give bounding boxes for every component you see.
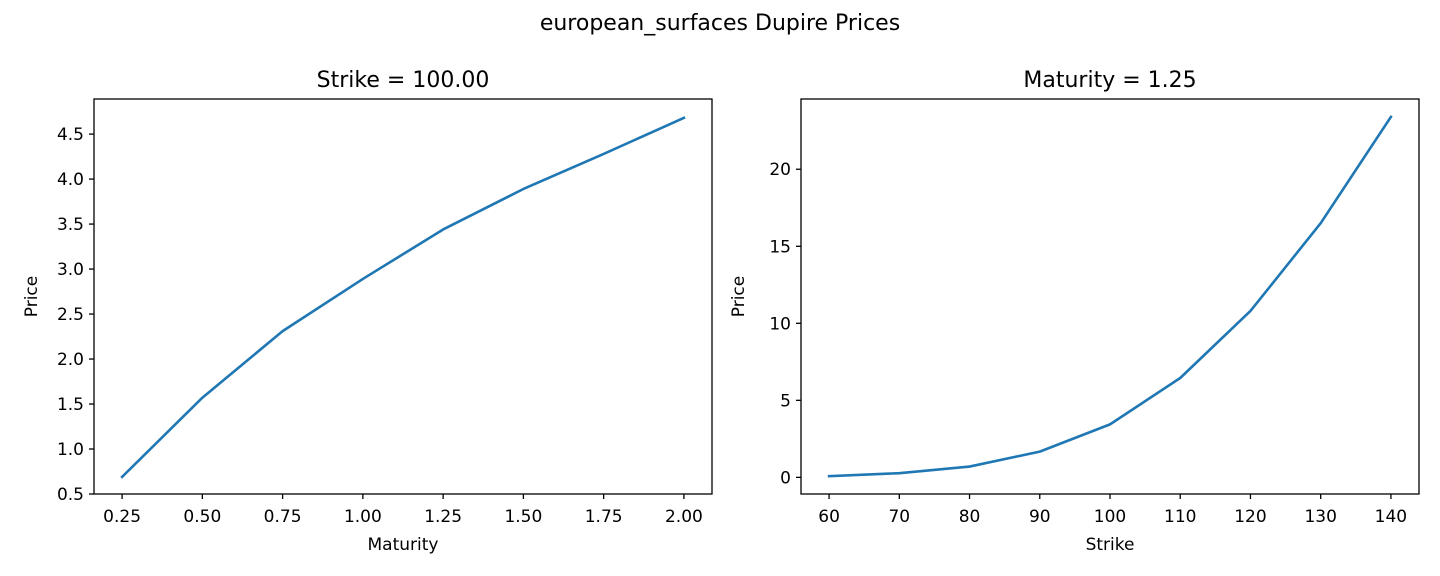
y-tick-label: 4.0 [57, 170, 84, 190]
y-tick-label: 3.5 [57, 215, 84, 235]
x-tick-label: 120 [1234, 507, 1266, 527]
x-tick-label: 60 [818, 507, 840, 527]
chart-left-maturity: Strike = 100.00 0.25 0.50 0.75 1.00 1.25 1.50 1… [22, 68, 713, 555]
y-tick-label: 0.5 [57, 485, 84, 505]
x-tick-label: 140 [1375, 507, 1407, 527]
y-tick-label: 2.0 [57, 350, 84, 370]
x-tick-label: 130 [1304, 507, 1336, 527]
x-tick-label: 1.75 [585, 507, 623, 527]
y-tick-label: 1.0 [57, 440, 84, 460]
axes-frame [93, 98, 713, 495]
x-axis-label: Maturity [368, 535, 439, 555]
y-axis-label: Price [22, 276, 42, 317]
figure-suptitle: european_surfaces Dupire Prices [540, 11, 900, 36]
x-tick-label: 100 [1094, 507, 1126, 527]
y-tick-label: 4.5 [57, 125, 84, 145]
series-line-0 [827, 115, 1393, 478]
x-tick-label: 1.25 [424, 507, 462, 527]
axes-frame [800, 98, 1420, 495]
axes-title: Strike = 100.00 [317, 68, 490, 93]
x-tick-label: 1.00 [344, 507, 382, 527]
x-tick-label: 110 [1164, 507, 1196, 527]
x-axis-label: Strike [1086, 535, 1135, 555]
x-tick-label: 80 [959, 507, 981, 527]
x-tick-label: 0.25 [103, 507, 141, 527]
x-tick-label: 90 [1029, 507, 1051, 527]
x-tick-label: 1.50 [504, 507, 542, 527]
y-tick-label: 2.5 [57, 305, 84, 325]
y-tick-label: 15 [769, 237, 791, 257]
chart-right-strike: Maturity = 1.25 60 70 80 90 100 110 120 130 140 0 5… [729, 68, 1420, 555]
y-tick-label: 1.5 [57, 395, 84, 415]
y-tick-label: 3.0 [57, 260, 84, 280]
x-tick-label: 0.50 [183, 507, 221, 527]
x-tick-label: 0.75 [264, 507, 302, 527]
series-line-0 [120, 116, 686, 479]
x-tick-label: 2.00 [665, 507, 703, 527]
y-tick-label: 10 [769, 314, 791, 334]
x-tick-label: 70 [888, 507, 910, 527]
y-tick-label: 0 [780, 468, 791, 488]
y-axis-label: Price [729, 276, 749, 317]
y-tick-label: 20 [769, 160, 791, 180]
y-tick-label: 5 [780, 391, 791, 411]
axes-title: Maturity = 1.25 [1023, 68, 1196, 93]
